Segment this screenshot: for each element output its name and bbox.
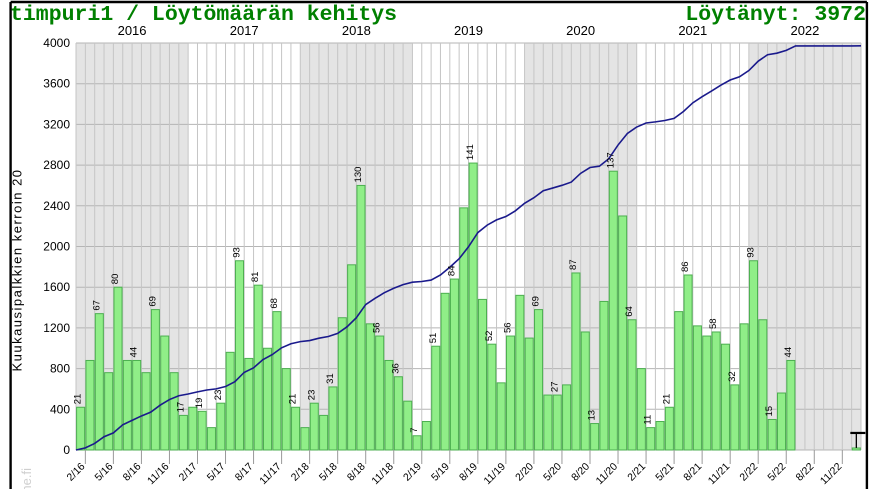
svg-text:11/19: 11/19 bbox=[481, 461, 508, 488]
svg-text:3200: 3200 bbox=[43, 117, 70, 131]
svg-text:93: 93 bbox=[746, 247, 757, 258]
svg-text:5/16: 5/16 bbox=[93, 461, 116, 484]
svg-text:2018: 2018 bbox=[342, 23, 371, 38]
svg-text:141: 141 bbox=[465, 144, 476, 160]
svg-text:56: 56 bbox=[372, 322, 383, 333]
svg-text:4000: 4000 bbox=[43, 36, 70, 50]
svg-text:44: 44 bbox=[129, 347, 140, 358]
svg-text:11/18: 11/18 bbox=[369, 461, 396, 488]
svg-text:5/17: 5/17 bbox=[205, 461, 228, 484]
svg-text:1600: 1600 bbox=[43, 280, 70, 294]
svg-text:5/20: 5/20 bbox=[541, 461, 564, 484]
svg-text:11/22: 11/22 bbox=[818, 461, 845, 488]
svg-text:3600: 3600 bbox=[43, 77, 70, 91]
svg-text:21: 21 bbox=[288, 394, 299, 405]
svg-text:7: 7 bbox=[409, 427, 420, 432]
svg-text:2/22: 2/22 bbox=[737, 461, 760, 484]
svg-text:31: 31 bbox=[325, 373, 336, 384]
svg-text:51: 51 bbox=[428, 333, 439, 344]
svg-text:5/18: 5/18 bbox=[317, 461, 340, 484]
svg-text:5/22: 5/22 bbox=[765, 461, 788, 484]
svg-text:23: 23 bbox=[306, 390, 317, 401]
svg-text:8/20: 8/20 bbox=[569, 461, 592, 484]
svg-text:11/17: 11/17 bbox=[257, 461, 284, 488]
svg-text:2/20: 2/20 bbox=[513, 461, 536, 484]
svg-text:400: 400 bbox=[50, 402, 70, 416]
svg-text:8/18: 8/18 bbox=[345, 461, 368, 484]
svg-text:2/18: 2/18 bbox=[289, 461, 312, 484]
svg-text:21: 21 bbox=[73, 394, 84, 405]
svg-text:69: 69 bbox=[531, 296, 542, 307]
svg-text:2017: 2017 bbox=[230, 23, 259, 38]
svg-text:11/20: 11/20 bbox=[594, 461, 621, 488]
svg-text:52: 52 bbox=[484, 331, 495, 342]
svg-text:17: 17 bbox=[175, 402, 186, 413]
svg-text:11/16: 11/16 bbox=[145, 461, 172, 488]
svg-text:67: 67 bbox=[91, 300, 102, 311]
svg-text:8/16: 8/16 bbox=[121, 461, 144, 484]
svg-text:2021: 2021 bbox=[678, 23, 707, 38]
svg-text:5/21: 5/21 bbox=[653, 461, 676, 484]
svg-text:130: 130 bbox=[353, 167, 364, 183]
svg-text:800: 800 bbox=[50, 362, 70, 376]
svg-text:13: 13 bbox=[587, 410, 598, 421]
svg-text:11/21: 11/21 bbox=[706, 461, 733, 488]
svg-text:2000: 2000 bbox=[43, 240, 70, 254]
svg-text:1200: 1200 bbox=[43, 321, 70, 335]
svg-text:64: 64 bbox=[624, 306, 635, 317]
svg-text:21: 21 bbox=[661, 394, 672, 405]
svg-text:2016: 2016 bbox=[118, 23, 147, 38]
svg-text:27: 27 bbox=[549, 381, 560, 392]
svg-text:56: 56 bbox=[503, 322, 514, 333]
svg-text:2022: 2022 bbox=[790, 23, 819, 38]
svg-text:36: 36 bbox=[390, 363, 401, 374]
svg-text:44: 44 bbox=[783, 347, 794, 358]
svg-text:137: 137 bbox=[605, 152, 616, 168]
svg-text:8/19: 8/19 bbox=[457, 461, 480, 484]
svg-text:68: 68 bbox=[269, 298, 280, 309]
svg-text:19: 19 bbox=[194, 398, 205, 409]
svg-text:2/19: 2/19 bbox=[401, 461, 424, 484]
svg-text:2/16: 2/16 bbox=[65, 461, 88, 484]
svg-text:87: 87 bbox=[568, 259, 579, 270]
svg-text:8/21: 8/21 bbox=[681, 461, 704, 484]
svg-text:2020: 2020 bbox=[566, 23, 595, 38]
svg-text:86: 86 bbox=[680, 261, 691, 272]
svg-text:0: 0 bbox=[63, 443, 70, 457]
svg-text:8/17: 8/17 bbox=[233, 461, 256, 484]
svg-text:11: 11 bbox=[643, 415, 654, 425]
svg-text:81: 81 bbox=[250, 272, 261, 283]
svg-text:2019: 2019 bbox=[454, 23, 483, 38]
svg-text:15: 15 bbox=[764, 406, 775, 417]
svg-text:2800: 2800 bbox=[43, 158, 70, 172]
svg-text:80: 80 bbox=[110, 274, 121, 285]
svg-text:2/21: 2/21 bbox=[625, 461, 648, 484]
svg-text:84: 84 bbox=[446, 265, 457, 276]
svg-text:8/22: 8/22 bbox=[793, 461, 816, 484]
svg-text:23: 23 bbox=[213, 390, 224, 401]
svg-text:69: 69 bbox=[147, 296, 158, 307]
svg-text:58: 58 bbox=[708, 318, 719, 329]
svg-text:5/19: 5/19 bbox=[429, 461, 452, 484]
svg-text:93: 93 bbox=[232, 247, 243, 258]
svg-text:2400: 2400 bbox=[43, 199, 70, 213]
svg-text:32: 32 bbox=[727, 371, 738, 382]
svg-text:2/17: 2/17 bbox=[177, 461, 200, 484]
